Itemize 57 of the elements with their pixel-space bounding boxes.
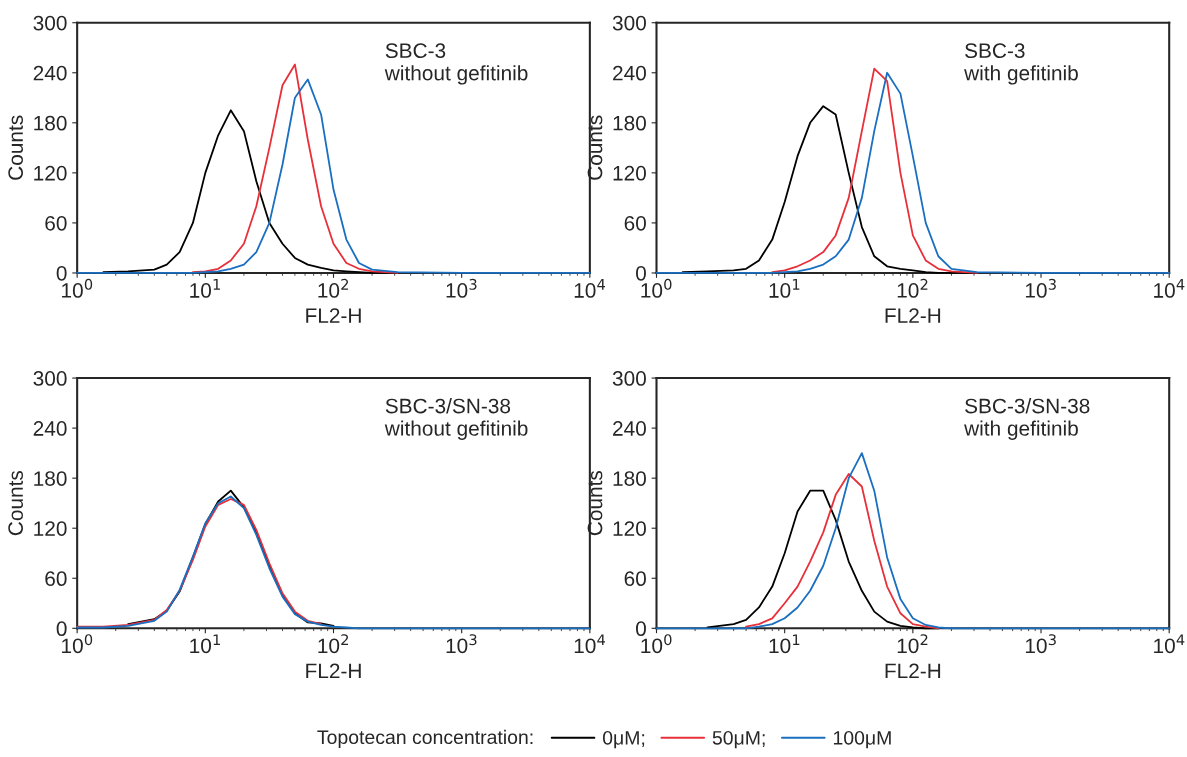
x-tick-label: 10$^{4}$ <box>574 279 606 298</box>
y-tick-label: 300 <box>612 15 646 31</box>
y-tick-label: 0 <box>56 621 67 637</box>
x-axis-title: FL2-H <box>306 663 361 679</box>
y-tick-label: 300 <box>612 371 646 386</box>
y-tick-label: 300 <box>33 15 67 31</box>
legend-label: 100μM <box>833 730 891 749</box>
y-axis-title: Counts <box>8 470 23 536</box>
y-tick-label: 0 <box>636 621 646 637</box>
x-tick-label: 10$^{1}$ <box>769 634 800 654</box>
y-axis-title: Counts <box>8 115 23 180</box>
legend-title: Topotecan concentration: <box>317 729 533 748</box>
y-tick-label: 180 <box>613 471 646 486</box>
x-tick-label: 10$^{1}$ <box>190 279 220 298</box>
x-tick-label: 10$^{2}$ <box>897 278 928 298</box>
annotation: SBC-3/SN-38 with gefitinib <box>964 398 1090 440</box>
y-tick-label: 60 <box>624 215 646 231</box>
y-tick-label: 120 <box>613 165 646 181</box>
annotation: SBC-3/SN-38 without gefitinib <box>384 398 528 440</box>
annotation: SBC-3 with gefitinib <box>964 43 1078 85</box>
x-tick-label: 10$^{1}$ <box>769 279 800 298</box>
y-tick-label: 120 <box>613 521 646 536</box>
x-tick-label: 10$^{3}$ <box>446 634 477 654</box>
annotation: SBC-3 without gefitinib <box>384 43 528 85</box>
y-tick-label: 240 <box>33 65 67 81</box>
y-tick-label: 240 <box>613 421 646 436</box>
x-tick-label: 10$^{2}$ <box>897 634 928 654</box>
y-tick-label: 180 <box>34 471 67 486</box>
x-tick-label: 10$^{3}$ <box>1025 634 1056 654</box>
y-tick-label: 180 <box>34 115 67 131</box>
y-tick-label: 120 <box>34 165 67 181</box>
y-tick-label: 60 <box>45 571 67 587</box>
y-tick-label: 120 <box>34 521 67 536</box>
y-tick-label: 60 <box>624 571 646 587</box>
y-tick-label: 60 <box>45 215 67 231</box>
y-tick-label: 180 <box>613 115 646 131</box>
x-tick-label: 10$^{2}$ <box>318 634 349 654</box>
y-tick-label: 0 <box>636 265 646 281</box>
y-tick-label: 300 <box>33 371 67 386</box>
x-axis-title: FL2-H <box>885 663 941 679</box>
x-tick-label: 10$^{4}$ <box>1154 279 1185 298</box>
y-tick-label: 240 <box>613 65 646 81</box>
x-tick-label: 10$^{3}$ <box>446 278 477 298</box>
y-axis-title: Counts <box>587 470 603 536</box>
x-tick-label: 10$^{1}$ <box>190 634 220 654</box>
legend-label: 0μM; <box>602 730 645 749</box>
x-tick-label: 10$^{3}$ <box>1025 278 1056 298</box>
legend-label: 50μM; <box>712 730 765 749</box>
y-axis-title: Counts <box>587 115 603 180</box>
x-axis-title: FL2-H <box>885 308 941 323</box>
x-tick-label: 10$^{2}$ <box>318 278 349 298</box>
x-tick-label: 10$^{4}$ <box>574 634 606 654</box>
x-tick-label: 10$^{4}$ <box>1154 634 1185 654</box>
x-axis-title: FL2-H <box>306 308 361 323</box>
y-tick-label: 240 <box>33 421 67 436</box>
y-tick-label: 0 <box>56 265 67 281</box>
line-series <box>745 473 940 630</box>
